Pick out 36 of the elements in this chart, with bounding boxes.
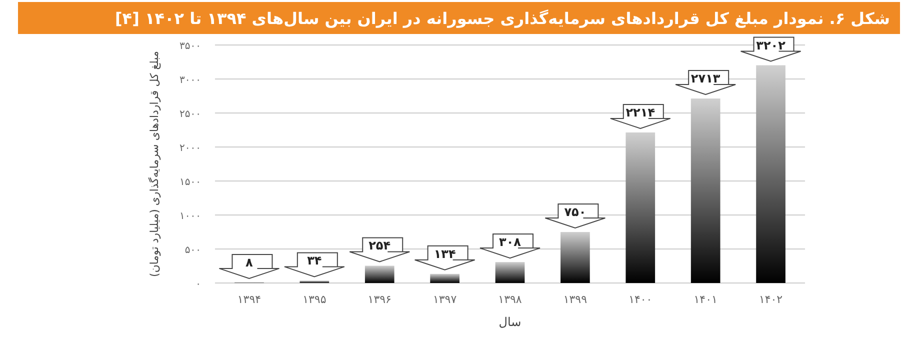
x-tick-label: ۱۴۰۲ — [758, 293, 783, 306]
x-tick-label: ۱۳۹۹ — [563, 293, 588, 306]
y-tick-label: ۰ — [196, 279, 201, 290]
data-label: ۱۳۴ — [434, 246, 456, 261]
y-tick-label: ۳۵۰۰ — [180, 41, 201, 52]
y-axis-title: مبلغ کل قراردادهای سرمایه‌گذاری (میلیارد تومان) — [148, 50, 161, 277]
y-tick-label: ۱۰۰۰ — [180, 211, 201, 222]
bar — [495, 262, 525, 283]
x-tick-label: ۱۳۹۷ — [432, 293, 457, 306]
y-tick-label: ۳۰۰۰ — [180, 75, 201, 86]
x-tick-label: ۱۳۹۶ — [368, 293, 392, 306]
chart-title: شکل ۶. نمودار مبلغ کل قراردادهای سرمایه‌گذاری جسورانه در ایران بین سال‌های ۱۳۹۴ تا ۱۴۰۲ [۴] — [114, 9, 890, 28]
bar — [756, 65, 786, 283]
data-label: ۸ — [246, 255, 254, 270]
bar — [560, 232, 590, 283]
bar — [690, 98, 720, 283]
x-tick-label: ۱۳۹۸ — [498, 293, 522, 306]
y-tick-label: ۱۵۰۰ — [180, 177, 201, 188]
x-tick-label: ۱۳۹۵ — [302, 293, 326, 306]
data-label: ۳۴ — [307, 254, 322, 268]
data-label: ۲۲۱۴ — [626, 105, 656, 120]
y-tick-label: ۵۰۰ — [184, 245, 201, 256]
data-label: ۷۵۰ — [564, 205, 586, 219]
x-tick-label: ۱۴۰۰ — [628, 293, 652, 306]
data-label: ۳۲۰۲ — [756, 38, 786, 52]
bar — [364, 266, 394, 283]
x-tick-label: ۱۴۰۱ — [694, 293, 718, 306]
bar — [626, 132, 656, 283]
y-tick-label: ۲۰۰۰ — [180, 143, 201, 154]
y-tick-label: ۲۵۰۰ — [180, 109, 201, 120]
x-tick-label: ۱۳۹۴ — [237, 293, 262, 306]
bar — [430, 274, 460, 283]
data-label: ۲۵۴ — [368, 238, 391, 253]
data-label: ۳۰۸ — [499, 235, 522, 250]
x-axis-title: سال — [498, 315, 522, 329]
data-label: ۲۷۱۳ — [690, 72, 721, 86]
